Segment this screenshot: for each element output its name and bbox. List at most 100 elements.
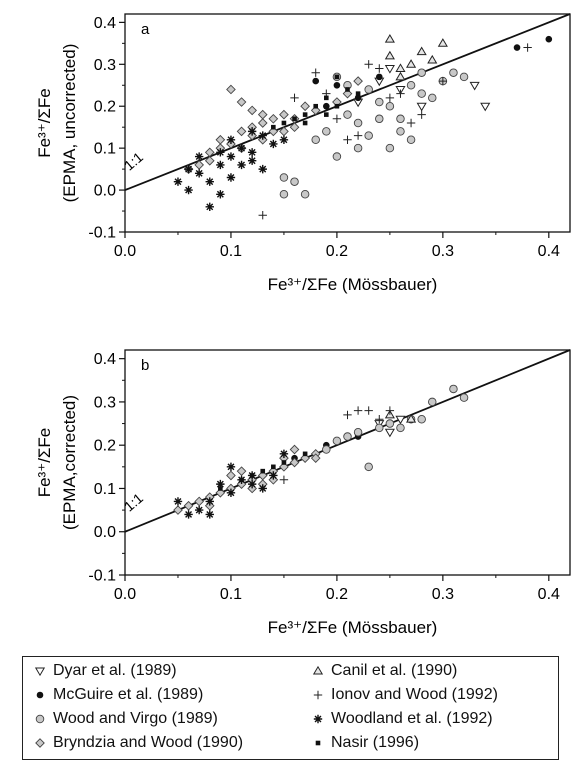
data-point — [343, 410, 352, 420]
data-point — [236, 126, 247, 137]
data-point — [271, 464, 276, 470]
data-point — [375, 73, 383, 81]
data-point — [343, 110, 352, 119]
data-point — [247, 148, 257, 157]
data-point — [311, 135, 320, 145]
data-point — [279, 190, 289, 199]
x-tick-label: 0.3 — [432, 243, 454, 260]
series-small-dot — [218, 451, 308, 491]
data-point — [395, 415, 406, 425]
legend-marker — [315, 740, 321, 746]
data-point — [324, 95, 329, 101]
data-point — [310, 453, 321, 464]
data-point — [353, 143, 363, 153]
data-point — [247, 105, 257, 116]
data-point — [247, 127, 257, 136]
data-point — [396, 114, 405, 124]
data-point — [332, 114, 342, 124]
data-point — [416, 102, 427, 112]
series-plus — [258, 43, 532, 220]
series-plus — [279, 406, 395, 485]
y-axis-label-line1: Fe³⁺/ΣFe — [35, 88, 54, 158]
data-point — [205, 177, 214, 186]
data-point — [300, 101, 310, 112]
data-point — [204, 147, 215, 158]
data-point — [271, 124, 276, 130]
x-tick-label: 0.1 — [220, 586, 242, 603]
data-point — [257, 118, 268, 128]
y-tick-label: 0.1 — [94, 481, 116, 498]
data-point — [459, 393, 469, 402]
data-point — [194, 505, 204, 515]
data-point — [226, 84, 236, 95]
data-point — [281, 120, 287, 126]
data-point — [269, 139, 278, 149]
data-point — [332, 436, 342, 446]
data-point — [406, 81, 416, 90]
data-point — [281, 460, 287, 465]
legend-marker — [35, 714, 45, 724]
x-tick-label: 0.3 — [432, 586, 454, 603]
legend-marker — [313, 690, 323, 700]
data-point — [205, 202, 214, 212]
tri-down-icon — [34, 667, 46, 677]
legend: Dyar et al. (1989) McGuire et al. (1989) W… — [22, 656, 559, 760]
legend-label: Canil et al. (1990) — [331, 662, 458, 679]
data-point — [216, 190, 225, 199]
data-point — [302, 120, 308, 126]
data-point — [333, 81, 341, 89]
data-point — [353, 131, 363, 140]
x-axis-label: Fe³⁺/ΣFe (Mössbauer) — [268, 275, 438, 294]
data-point — [334, 74, 340, 80]
data-point — [236, 97, 247, 107]
data-point — [355, 91, 361, 96]
data-point — [396, 89, 405, 98]
one-to-one-line — [124, 13, 571, 191]
data-point — [258, 131, 267, 140]
legend-marker — [36, 691, 44, 699]
plus-icon — [313, 690, 323, 700]
panel-b: 1:10.0 0.1 0.2 0.3 0.4-0.10.00.10.20.30.4 bFe… — [35, 349, 571, 637]
data-point — [237, 143, 246, 153]
series-tri-up — [384, 409, 417, 423]
data-point — [406, 135, 416, 145]
data-point — [279, 475, 289, 485]
data-point — [417, 414, 426, 424]
tri-up-icon — [312, 665, 324, 675]
data-point — [384, 50, 395, 60]
y-tick-label: 0.2 — [94, 99, 116, 116]
data-point — [279, 109, 289, 120]
data-point — [345, 87, 350, 92]
data-point — [364, 462, 373, 472]
data-point — [417, 89, 426, 98]
data-point — [405, 59, 417, 68]
data-point — [353, 406, 363, 415]
data-point — [216, 479, 225, 489]
legend-label: Bryndzia and Wood (1990) — [53, 734, 244, 751]
data-point — [385, 93, 395, 103]
data-point — [302, 112, 308, 117]
data-point — [364, 406, 373, 415]
data-point — [437, 38, 448, 47]
data-point — [406, 118, 416, 128]
data-point — [216, 160, 225, 170]
data-point — [183, 500, 194, 511]
data-point — [184, 510, 193, 519]
data-point — [313, 103, 319, 109]
data-point — [384, 65, 395, 74]
data-point — [416, 46, 427, 56]
data-point — [395, 71, 406, 81]
data-point — [395, 63, 406, 72]
data-point — [302, 451, 308, 457]
data-point — [247, 479, 257, 489]
data-point — [205, 497, 214, 506]
data-point — [258, 484, 267, 493]
y-tick-label: 0.0 — [94, 183, 116, 200]
x-tick-label: 0.4 — [538, 243, 560, 260]
data-point — [239, 477, 244, 483]
data-point — [184, 164, 193, 174]
data-point — [226, 470, 236, 481]
data-point — [323, 102, 330, 110]
data-point — [385, 406, 395, 415]
y-tick-label: 0.3 — [94, 57, 116, 74]
